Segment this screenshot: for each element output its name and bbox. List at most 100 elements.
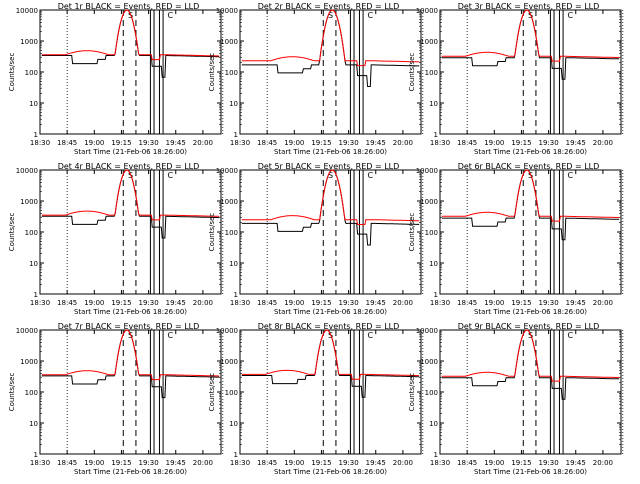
x-tick-label: 19:15 <box>311 139 331 147</box>
c-marker-label: C <box>368 331 374 340</box>
panel-title: Det 1r BLACK = Events, RED = LLD <box>58 2 200 11</box>
x-tick-label: 20:00 <box>393 139 413 147</box>
panel-title: Det 6r BLACK = Events, RED = LLD <box>458 162 600 171</box>
s-marker-label: S <box>328 11 333 20</box>
events-series-line <box>241 9 420 87</box>
panel-title: Det 2r BLACK = Events, RED = LLD <box>258 2 400 11</box>
x-tick-label: 19:30 <box>139 139 159 147</box>
y-axis-label: Counts/sec <box>408 213 416 252</box>
detector-panel-5: Det 5r BLACK = Events, RED = LLD 1 10 100 10… <box>208 162 424 316</box>
x-tick-label: 18:30 <box>30 139 50 147</box>
lld-series-line <box>41 329 220 381</box>
panel-title: Det 7r BLACK = Events, RED = LLD <box>58 322 200 331</box>
y-tick-label: 10000 <box>416 7 438 15</box>
x-tick-label: 18:45 <box>457 299 477 307</box>
x-tick-label: 19:15 <box>311 459 331 467</box>
x-tick-label: 19:15 <box>511 139 531 147</box>
y-tick-label: 10 <box>29 260 38 268</box>
y-tick-label: 10000 <box>16 167 38 175</box>
events-series-line <box>41 9 220 78</box>
x-tick-label: 19:00 <box>484 139 504 147</box>
x-axis-label: Start Time (21-Feb-06 18:26:00) <box>474 308 587 316</box>
x-tick-label: 18:45 <box>457 459 477 467</box>
x-tick-label: 18:45 <box>257 459 277 467</box>
y-tick-label: 10000 <box>416 327 438 335</box>
y-tick-label: 100 <box>425 69 438 77</box>
x-axis-label: Start Time (21-Feb-06 18:26:00) <box>474 468 587 476</box>
x-axis-label: Start Time (21-Feb-06 18:26:00) <box>274 468 387 476</box>
events-series-line <box>441 169 620 241</box>
x-tick-label: 20:00 <box>193 299 213 307</box>
x-tick-label: 19:30 <box>539 139 559 147</box>
y-tick-label: 1 <box>234 291 238 299</box>
x-tick-label: 18:30 <box>30 299 50 307</box>
detector-panel-4: Det 4r BLACK = Events, RED = LLD 1 10 100 10… <box>8 162 224 316</box>
x-tick-label: 18:30 <box>430 459 450 467</box>
x-tick-label: 18:30 <box>430 299 450 307</box>
y-tick-label: 10000 <box>216 7 238 15</box>
x-tick-label: 19:00 <box>284 299 304 307</box>
x-tick-label: 19:00 <box>84 299 104 307</box>
x-tick-label: 20:00 <box>593 139 613 147</box>
x-tick-label: 19:30 <box>339 459 359 467</box>
x-tick-label: 20:00 <box>193 459 213 467</box>
y-tick-label: 10 <box>29 100 38 108</box>
y-tick-label: 10000 <box>16 327 38 335</box>
y-tick-label: 100 <box>225 229 238 237</box>
y-axis-label: Counts/sec <box>208 213 216 252</box>
y-tick-label: 100 <box>25 69 38 77</box>
x-axis-label: Start Time (21-Feb-06 18:26:00) <box>74 468 187 476</box>
events-series-line <box>41 169 220 239</box>
c-marker-label: C <box>568 331 574 340</box>
y-tick-label: 1000 <box>20 38 38 46</box>
x-tick-label: 18:45 <box>57 299 77 307</box>
lld-series-line <box>41 169 220 221</box>
panel-title: Det 9r BLACK = Events, RED = LLD <box>458 322 600 331</box>
x-tick-label: 18:45 <box>257 139 277 147</box>
x-tick-label: 19:15 <box>111 139 131 147</box>
y-axis-label: Counts/sec <box>8 53 16 92</box>
x-tick-label: 18:45 <box>57 459 77 467</box>
y-tick-label: 1 <box>34 131 38 139</box>
x-tick-label: 19:45 <box>166 299 186 307</box>
x-tick-label: 20:00 <box>393 299 413 307</box>
y-tick-label: 10000 <box>416 167 438 175</box>
panel-title: Det 3r BLACK = Events, RED = LLD <box>458 2 600 11</box>
y-tick-label: 1 <box>34 451 38 459</box>
x-tick-label: 18:45 <box>457 139 477 147</box>
y-axis-label: Counts/sec <box>208 53 216 92</box>
x-tick-label: 19:45 <box>566 139 586 147</box>
y-tick-label: 100 <box>225 69 238 77</box>
events-series-line <box>441 9 620 80</box>
detector-panel-8: Det 8r BLACK = Events, RED = LLD 1 10 100 10… <box>208 322 424 476</box>
x-tick-label: 18:30 <box>430 139 450 147</box>
panel-title: Det 5r BLACK = Events, RED = LLD <box>258 162 400 171</box>
y-tick-label: 10 <box>429 420 438 428</box>
y-tick-label: 1 <box>434 131 438 139</box>
y-tick-label: 10 <box>229 100 238 108</box>
lld-series-line <box>441 169 620 222</box>
x-tick-label: 19:45 <box>366 459 386 467</box>
y-tick-label: 1000 <box>420 358 438 366</box>
x-tick-label: 19:45 <box>166 139 186 147</box>
y-tick-label: 10 <box>429 260 438 268</box>
y-axis-label: Counts/sec <box>8 373 16 412</box>
x-tick-label: 19:30 <box>339 139 359 147</box>
y-tick-label: 10 <box>429 100 438 108</box>
events-series-line <box>241 169 420 246</box>
x-tick-label: 19:00 <box>284 459 304 467</box>
x-tick-label: 19:30 <box>539 299 559 307</box>
y-axis-label: Counts/sec <box>8 213 16 252</box>
lld-series-line <box>441 329 620 382</box>
x-tick-label: 19:00 <box>484 299 504 307</box>
y-tick-label: 100 <box>425 389 438 397</box>
c-marker-label: C <box>368 171 374 180</box>
lld-series-line <box>441 9 620 62</box>
y-axis-label: Counts/sec <box>208 373 216 412</box>
x-tick-label: 19:00 <box>84 459 104 467</box>
x-tick-label: 18:45 <box>57 139 77 147</box>
y-tick-label: 1 <box>434 451 438 459</box>
x-tick-label: 19:30 <box>539 459 559 467</box>
